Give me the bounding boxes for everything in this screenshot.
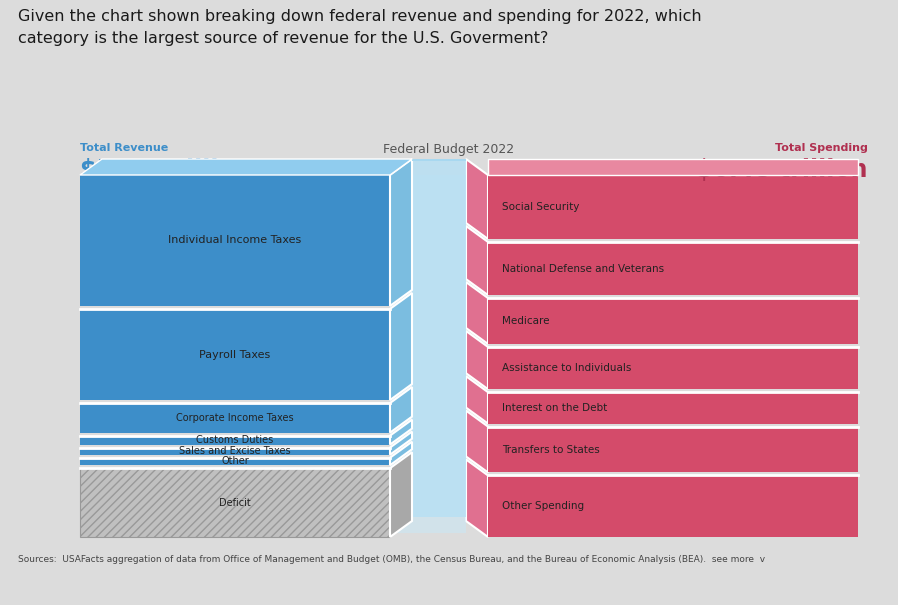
Text: Payroll Taxes: Payroll Taxes bbox=[199, 350, 270, 359]
Polygon shape bbox=[390, 175, 466, 533]
Bar bbox=[488, 347, 858, 389]
Text: Other Spending: Other Spending bbox=[502, 501, 584, 511]
Polygon shape bbox=[466, 411, 488, 473]
Text: Other: Other bbox=[221, 456, 249, 466]
Text: Sources:  USAFacts aggregation of data from Office of Management and Budget (OMB: Sources: USAFacts aggregation of data fr… bbox=[18, 555, 765, 564]
Polygon shape bbox=[80, 159, 412, 175]
Polygon shape bbox=[466, 331, 488, 389]
Text: Corporate Income Taxes: Corporate Income Taxes bbox=[176, 413, 294, 423]
Text: National Defense and Veterans: National Defense and Veterans bbox=[502, 264, 665, 273]
Polygon shape bbox=[390, 159, 412, 306]
Text: Total Revenue: Total Revenue bbox=[80, 143, 168, 153]
Polygon shape bbox=[466, 226, 488, 295]
Polygon shape bbox=[488, 159, 858, 175]
Bar bbox=[488, 175, 858, 239]
Polygon shape bbox=[390, 452, 412, 537]
Text: Customs Duties: Customs Duties bbox=[197, 435, 274, 445]
Bar bbox=[80, 403, 390, 433]
Bar bbox=[80, 436, 390, 445]
Bar bbox=[488, 427, 858, 473]
Bar bbox=[488, 298, 858, 344]
Text: $6.48 trillion: $6.48 trillion bbox=[697, 158, 868, 182]
Polygon shape bbox=[390, 293, 412, 400]
Text: Sales and Excise Taxes: Sales and Excise Taxes bbox=[180, 446, 291, 456]
Polygon shape bbox=[390, 431, 412, 455]
Polygon shape bbox=[466, 282, 488, 344]
Text: $5.03 trillion: $5.03 trillion bbox=[80, 158, 251, 182]
Text: Deficit: Deficit bbox=[219, 497, 251, 508]
Text: Medicare: Medicare bbox=[502, 316, 550, 326]
Text: Transfers to States: Transfers to States bbox=[502, 445, 600, 454]
Text: Interest on the Debt: Interest on the Debt bbox=[502, 403, 607, 413]
Polygon shape bbox=[412, 159, 466, 517]
Bar bbox=[80, 309, 390, 400]
Bar bbox=[80, 458, 390, 465]
Polygon shape bbox=[390, 420, 412, 445]
Bar bbox=[80, 468, 390, 537]
Bar bbox=[488, 392, 858, 424]
Text: Social Security: Social Security bbox=[502, 202, 579, 212]
Text: Given the chart shown breaking down federal revenue and spending for 2022, which: Given the chart shown breaking down fede… bbox=[18, 9, 701, 46]
Polygon shape bbox=[390, 387, 412, 433]
Bar bbox=[488, 476, 858, 537]
Text: Federal Budget 2022: Federal Budget 2022 bbox=[383, 143, 515, 156]
Text: Individual Income Taxes: Individual Income Taxes bbox=[169, 235, 302, 246]
Bar bbox=[80, 468, 390, 537]
Polygon shape bbox=[466, 459, 488, 537]
Polygon shape bbox=[412, 159, 466, 161]
Bar bbox=[80, 448, 390, 455]
Bar bbox=[80, 175, 390, 306]
Polygon shape bbox=[390, 442, 412, 465]
Polygon shape bbox=[466, 376, 488, 424]
Text: Assistance to Individuals: Assistance to Individuals bbox=[502, 363, 631, 373]
Bar bbox=[488, 242, 858, 295]
Polygon shape bbox=[466, 159, 488, 239]
Text: Total Spending: Total Spending bbox=[775, 143, 868, 153]
